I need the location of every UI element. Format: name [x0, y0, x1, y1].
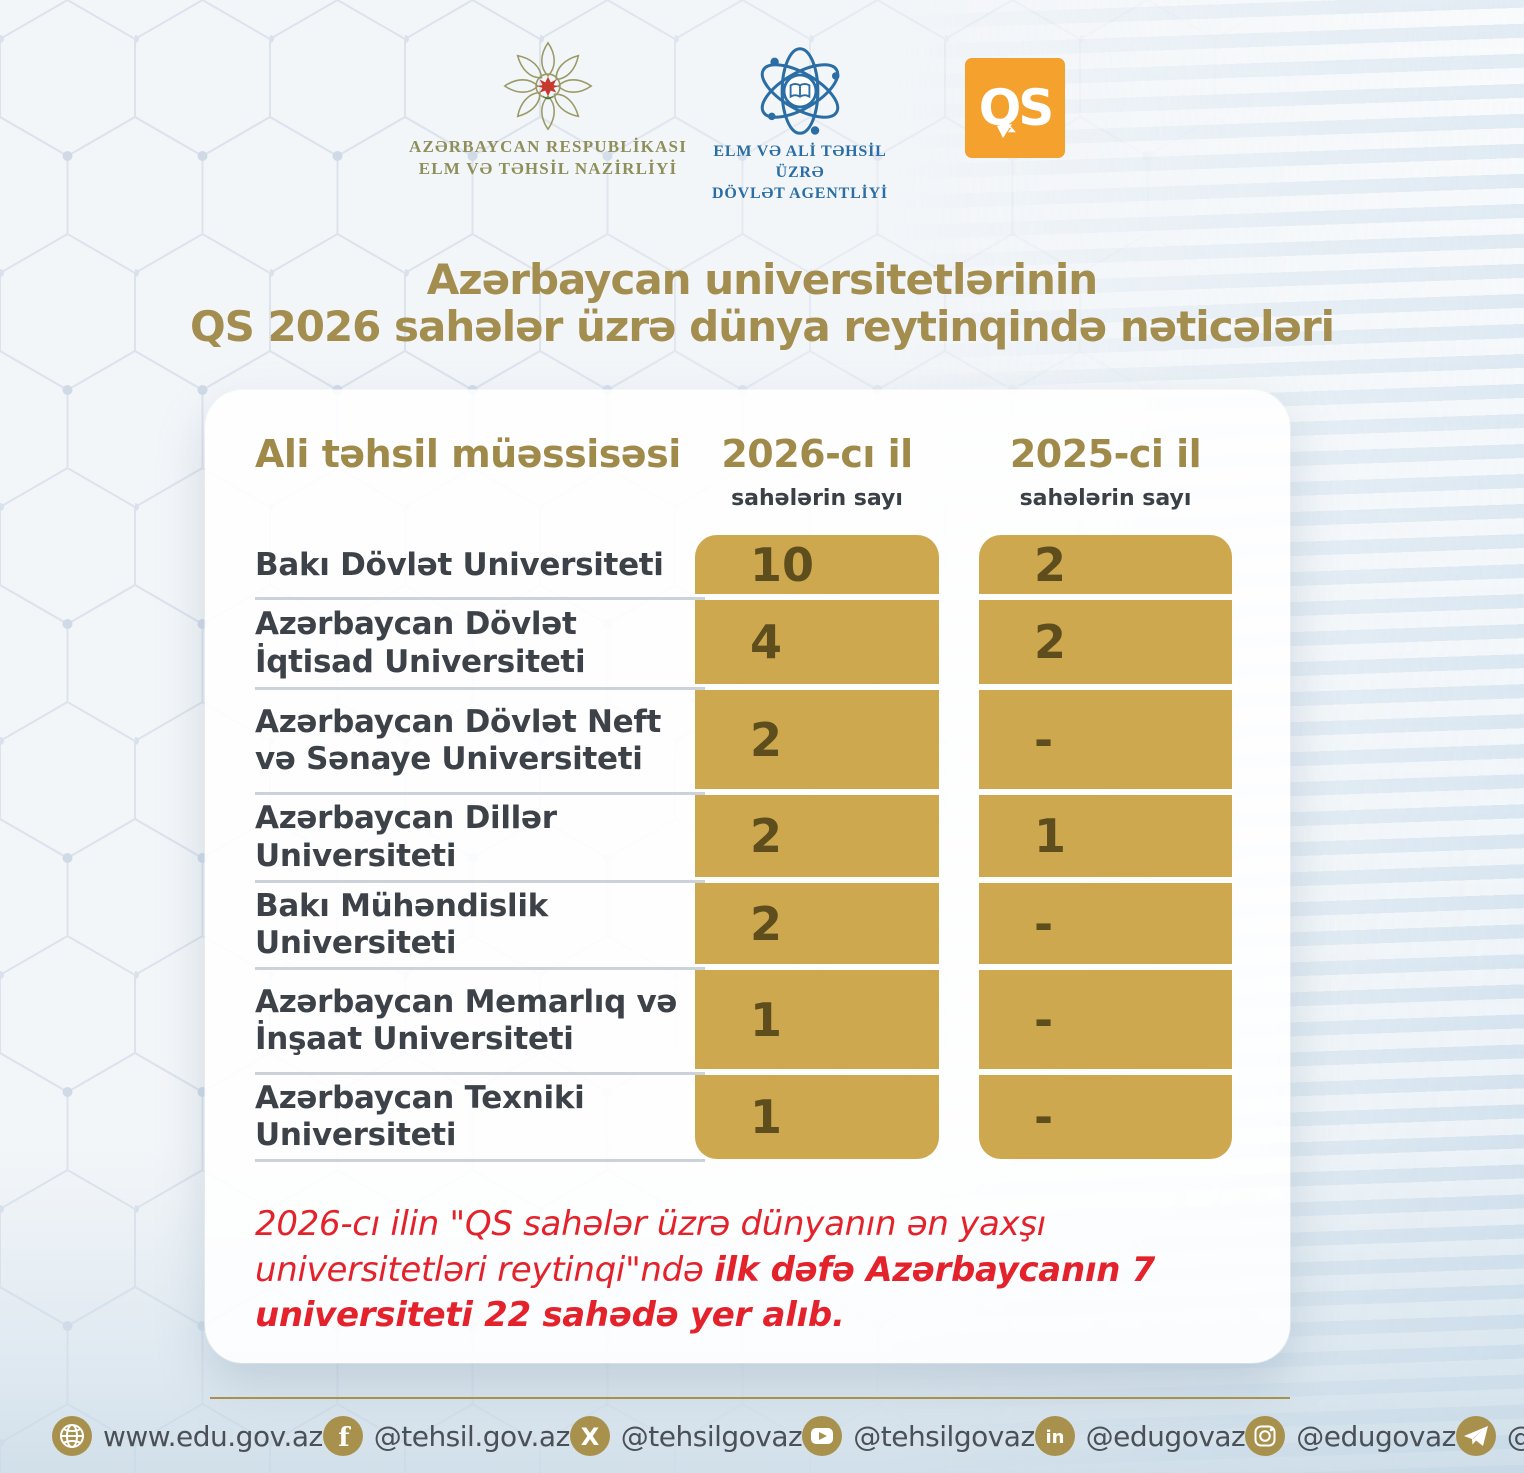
- summary-note: 2026-cı ilin "QS sahələr üzrə dünyanın ə…: [255, 1202, 1230, 1339]
- agency-logo: ELM VƏ ALİ TƏHSİL ÜZRƏ DÖVLƏT AGENTLİYİ: [688, 44, 912, 204]
- instagram-icon: [1245, 1416, 1286, 1456]
- page-title: Azərbaycan universitetlərinin QS 2026 sa…: [0, 256, 1524, 351]
- cell-2026-adu: 2: [695, 795, 939, 877]
- svg-text:X: X: [581, 1423, 600, 1451]
- cell-2025-unec: 2: [979, 600, 1232, 684]
- qs-logo-icon: QS: [965, 58, 1065, 158]
- cell-2025-azmiu: -: [979, 970, 1232, 1069]
- agency-name-line2: DÖVLƏT AGENTLİYİ: [712, 184, 888, 202]
- footer-label-linkedin: @edugovaz: [1085, 1419, 1246, 1453]
- footer-item-linkedin: in @edugovaz: [1034, 1416, 1246, 1456]
- row-label-adnsu: Azərbaycan Dövlət Neft və Sənaye Univers…: [255, 690, 705, 795]
- atom-book-icon: [760, 47, 840, 135]
- ministry-name-line2: ELM VƏ TƏHSİL NAZİRLİYİ: [418, 158, 678, 178]
- footer-item-website: www.edu.gov.az: [52, 1416, 323, 1456]
- youtube-icon: [802, 1416, 843, 1456]
- results-card: Ali təhsil müəssisəsi 2026-cı il sahələr…: [205, 390, 1290, 1363]
- footer-item-youtube: @tehsilgovaz: [802, 1416, 1035, 1456]
- cell-2026-beu: 2: [695, 883, 939, 964]
- telegram-icon: [1455, 1416, 1496, 1456]
- ministry-logo: AZƏRBAYCAN RESPUBLİKASI ELM VƏ TƏHSİL NA…: [408, 40, 688, 180]
- footer-item-instagram: @edugovaz: [1245, 1416, 1456, 1456]
- footer-label-instagram: @edugovaz: [1296, 1419, 1456, 1453]
- footer-label-website: www.edu.gov.az: [103, 1419, 323, 1453]
- footer-item-x: X @tehsilgovaz: [569, 1416, 803, 1456]
- footer-label-x: @tehsilgovaz: [620, 1419, 803, 1453]
- row-label-azmiu: Azərbaycan Memarlıq və İnşaat Universite…: [255, 970, 705, 1075]
- table-header-2025: 2025-ci il: [1009, 432, 1202, 476]
- cell-2026-unec: 4: [695, 600, 939, 684]
- row-label-bdu: Bakı Dövlət Universiteti: [255, 535, 705, 600]
- svg-text:in: in: [1045, 1427, 1064, 1448]
- cell-2025-adnsu: -: [979, 690, 1232, 789]
- globe-icon: [52, 1416, 92, 1456]
- footer-social-bar: www.edu.gov.az f @tehsil.gov.az X @tehsi…: [0, 1406, 1524, 1466]
- agency-name-line1: ELM VƏ ALİ TƏHSİL ÜZRƏ: [713, 143, 887, 181]
- table-header-2025-sub: sahələrin sayı: [1019, 486, 1192, 511]
- page-title-line2: QS 2026 sahələr üzrə dünya reytinqində n…: [189, 302, 1335, 352]
- ministry-emblem-icon: [503, 41, 593, 131]
- footer-divider-line: [210, 1397, 1290, 1399]
- cell-2026-aztu: 1: [695, 1075, 939, 1159]
- summary-note-bold: ilk dəfə Azərbaycanın 7 universiteti 22 …: [255, 1249, 1156, 1336]
- summary-note-regular: 2026-cı ilin "QS sahələr üzrə dünyanın ə…: [255, 1204, 1046, 1290]
- cell-2025-beu: -: [979, 883, 1232, 964]
- cell-2025-adu: 1: [979, 795, 1232, 877]
- facebook-icon: f: [322, 1416, 363, 1456]
- footer-item-facebook: f @tehsil.gov.az: [322, 1416, 571, 1456]
- linkedin-icon: in: [1034, 1416, 1075, 1456]
- table-header-2026: 2026-cı il: [721, 432, 913, 476]
- svg-text:f: f: [338, 1423, 351, 1453]
- qs-logo-text: QS: [979, 79, 1052, 137]
- row-label-adu: Azərbaycan Dillər Universiteti: [255, 795, 705, 883]
- cell-2026-bdu: 10: [695, 535, 939, 594]
- footer-label-youtube: @tehsilgovaz: [853, 1419, 1035, 1453]
- row-label-aztu: Azərbaycan Texniki Universiteti: [255, 1075, 705, 1162]
- x-icon: X: [569, 1416, 610, 1456]
- footer-label-telegram: @edugovaz: [1507, 1420, 1524, 1453]
- row-label-beu: Bakı Mühəndislik Universiteti: [255, 883, 705, 970]
- row-label-unec: Azərbaycan Dövlət İqtisad Universiteti: [255, 600, 705, 690]
- table-header-institution: Ali təhsil müəssisəsi: [255, 432, 681, 476]
- table-header-2026-sub: sahələrin sayı: [731, 486, 903, 511]
- ministry-name-line1: AZƏRBAYCAN RESPUBLİKASI: [408, 137, 688, 156]
- page-title-line1: Azərbaycan universitetlərinin: [426, 255, 1098, 304]
- cell-2025-bdu: 2: [979, 535, 1232, 594]
- cell-2025-aztu: -: [979, 1075, 1232, 1159]
- cell-2026-adnsu: 2: [695, 690, 939, 789]
- cell-2026-azmiu: 1: [695, 970, 939, 1069]
- footer-label-facebook: @tehsil.gov.az: [373, 1419, 571, 1453]
- footer-item-telegram: @edugovaz: [1455, 1416, 1524, 1456]
